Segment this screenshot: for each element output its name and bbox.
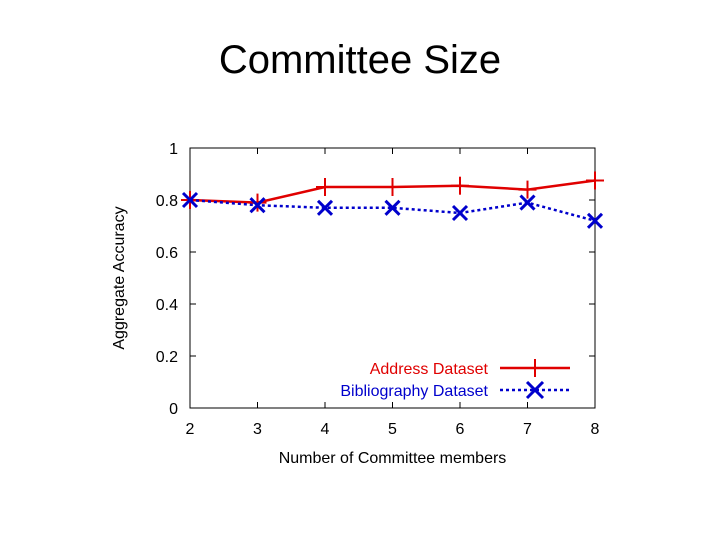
legend-swatch-marker — [525, 380, 545, 400]
data-point-bibliography — [181, 191, 199, 209]
data-point-bibliography-d2 — [181, 191, 199, 209]
x-tick-label: 7 — [523, 421, 532, 438]
x-axis-label: Number of Committee members — [279, 450, 507, 467]
data-point-address — [518, 180, 537, 199]
y-tick-label: 0.8 — [156, 193, 178, 210]
data-point-bibliography-d2 — [384, 199, 401, 216]
y-tick-label: 1 — [169, 141, 178, 158]
data-point-bibliography — [249, 197, 266, 214]
data-point-address — [316, 178, 334, 196]
data-point-bibliography — [316, 199, 334, 216]
legend-swatch-marker-d2 — [525, 380, 545, 400]
data-point-address — [586, 171, 604, 190]
x-tick-label: 4 — [321, 421, 330, 438]
x-tick-label: 5 — [388, 421, 397, 438]
data-point-bibliography-d2 — [586, 212, 604, 229]
data-point-bibliography-d2 — [316, 199, 334, 216]
y-tick-label: 0.4 — [156, 297, 178, 314]
y-tick-label: 0.6 — [156, 245, 178, 262]
data-point-address — [451, 176, 469, 195]
x-tick-label: 3 — [253, 421, 262, 438]
x-tick-label: 2 — [186, 421, 195, 438]
data-point-address — [383, 178, 402, 196]
data-point-bibliography-d2 — [249, 197, 266, 214]
y-tick-label: 0.2 — [156, 349, 178, 366]
data-point-bibliography — [451, 204, 469, 222]
data-point-bibliography — [586, 212, 604, 229]
y-tick-label: 0 — [169, 401, 178, 418]
legend-swatch-marker — [526, 359, 544, 377]
x-tick-label: 6 — [456, 421, 465, 438]
slide-title: Committee Size — [218, 38, 502, 82]
x-tick-label: 8 — [591, 421, 600, 438]
legend-label-address: Address Dataset — [370, 361, 489, 378]
data-point-bibliography — [519, 194, 536, 211]
data-point-bibliography-d2 — [519, 194, 536, 211]
y-axis-label: Aggregate Accuracy — [111, 206, 128, 349]
data-point-bibliography-d2 — [451, 204, 469, 222]
data-point-bibliography — [384, 199, 401, 216]
data-point-address — [248, 193, 267, 212]
legend-label-bibliography: Bibliography Dataset — [340, 383, 488, 400]
